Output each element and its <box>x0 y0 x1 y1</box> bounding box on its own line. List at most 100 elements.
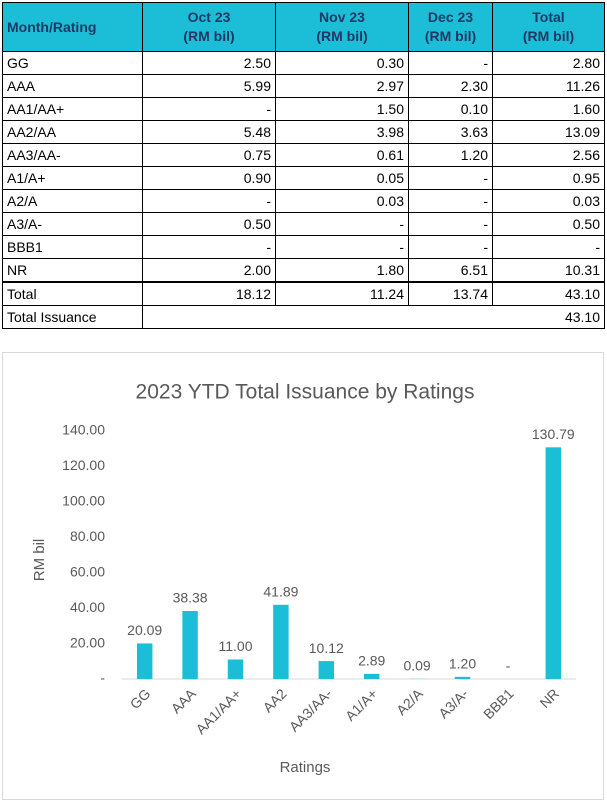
table-row: AA2/AA 5.48 3.98 3.63 13.09 <box>2 120 605 144</box>
value-label: 2.89 <box>358 653 385 669</box>
table-cell: 0.50 <box>142 212 276 236</box>
table-row: A3/A- 0.50- -0.50 <box>2 212 605 236</box>
value-label: 38.38 <box>173 590 208 606</box>
y-tick-label: 100.00 <box>62 493 105 509</box>
bar <box>363 673 380 679</box>
table-cell: - <box>275 235 409 259</box>
header-text: Dec 23 <box>427 9 474 25</box>
bar <box>318 661 335 679</box>
table-cell: 11.26 <box>492 74 605 98</box>
table-row: GG 2.50 0.30-2.80 <box>2 51 605 75</box>
value-label: 0.09 <box>403 658 430 674</box>
value-label: 130.79 <box>532 426 575 442</box>
issuance-table: Month/Rating Oct 23 (RM bil) Nov 23 (RM bil)… <box>2 2 605 329</box>
value-label: 10.12 <box>309 640 344 656</box>
table-cell: 0.30 <box>275 51 409 75</box>
x-tick-label: AAA <box>168 685 200 717</box>
table-cell: 3.98 <box>275 120 409 144</box>
x-tick-label: GG <box>127 685 154 712</box>
table-cell: 0.05 <box>275 166 409 190</box>
table-cell: 2.00 <box>142 258 276 283</box>
bar <box>454 676 471 679</box>
bar <box>227 659 244 679</box>
header-text: (RM bil) <box>183 28 235 44</box>
table-cell: 0.50 <box>492 212 605 236</box>
x-tick-label: AA3/AA- <box>286 685 336 735</box>
header-text: (RM bil) <box>424 28 477 44</box>
table-row: Total Issuance 43.10 <box>2 305 605 329</box>
bar <box>545 447 562 679</box>
table-row: A2/A -0.03-0.03 <box>2 189 605 213</box>
table-cell: 1.80 <box>275 258 409 283</box>
header-cell: Nov 23 (RM bil) <box>275 2 409 52</box>
x-tick-label: A1/A+ <box>342 685 381 724</box>
y-tick-label: 140.00 <box>62 422 105 438</box>
chart-panel <box>2 352 604 800</box>
table-cell: 18.12 <box>142 281 276 306</box>
table-cell: 5.99 <box>142 74 276 98</box>
table-cell: Total Issuance <box>2 305 143 329</box>
table-cell: 43.10 <box>142 305 605 329</box>
y-tick-label: 40.00 <box>70 599 105 615</box>
table-cell: 13.09 <box>492 120 605 144</box>
table-cell: 2.97 <box>275 74 409 98</box>
x-axis-label: Ratings <box>280 759 331 776</box>
table-cell: AAA <box>2 74 143 98</box>
y-tick-label: - <box>100 670 105 686</box>
value-label: 20.09 <box>127 622 162 638</box>
table-cell: GG <box>2 51 143 75</box>
table-cell: 0.10 <box>408 97 493 121</box>
x-tick-label: AA1/AA+ <box>192 685 244 737</box>
table-cell: 0.95 <box>492 166 605 190</box>
y-tick-label: 120.00 <box>62 457 105 473</box>
header-row: Month/Rating Oct 23 (RM bil) Nov 23 (RM bil)… <box>2 2 605 52</box>
y-axis-label: RM bil <box>31 539 48 582</box>
header-text: (RM bil) <box>316 28 368 44</box>
table-row: AA1/AA+ -1.50 0.10 1.60 <box>2 97 605 121</box>
table-cell: 2.80 <box>492 51 605 75</box>
table-cell: 3.63 <box>408 120 493 144</box>
table-row: Total 18.12 11.24 13.74 43.10 <box>2 281 605 306</box>
header-text: Total <box>532 9 565 25</box>
header-text: Oct 23 <box>187 9 231 25</box>
table-cell: - <box>142 189 276 213</box>
header-text: Nov 23 <box>319 9 365 25</box>
table-cell: 1.50 <box>275 97 409 121</box>
table-cell: BBB1 <box>2 235 143 259</box>
header-cell: Dec 23 (RM bil) <box>408 2 493 52</box>
table-cell: AA3/AA- <box>2 143 143 167</box>
header-text: (RM bil) <box>522 28 575 44</box>
chart-title: 2023 YTD Total Issuance by Ratings <box>136 381 475 404</box>
x-tick-label: AA2 <box>260 685 290 715</box>
table-cell: 2.50 <box>142 51 276 75</box>
table-cell: NR <box>2 258 143 283</box>
table-cell: - <box>408 189 493 213</box>
y-tick-label: 60.00 <box>70 563 105 579</box>
value-label: - <box>506 658 511 674</box>
x-tick-label: NR <box>536 685 562 711</box>
table-row: BBB1- - - - <box>2 235 605 259</box>
x-tick-label: BBB1 <box>480 685 517 722</box>
table-cell: 0.61 <box>275 143 409 167</box>
x-tick-label: A3/A- <box>435 685 471 721</box>
y-tick-label: 20.00 <box>70 634 105 650</box>
bar <box>273 604 289 679</box>
y-tick-label: 80.00 <box>70 528 105 544</box>
x-tick-label: A2/A <box>393 685 426 718</box>
table-cell: - <box>275 212 409 236</box>
table-cell: AA2/AA <box>2 120 143 144</box>
table-cell: AA1/AA+ <box>2 97 143 121</box>
bar <box>182 611 198 679</box>
table-cell: - <box>492 235 605 259</box>
value-label: 11.00 <box>219 638 253 654</box>
header-cell: Month/Rating <box>2 2 143 52</box>
table-cell: - <box>408 235 493 259</box>
value-label: 41.89 <box>263 583 298 599</box>
header-text: Month/Rating <box>7 18 97 35</box>
table-row: NR 2.00 1.80 6.51 10.31 <box>2 258 605 283</box>
value-label: 1.20 <box>449 656 476 672</box>
table-row: AA3/AA- 0.75 0.61 1.20 2.56 <box>2 143 605 167</box>
bar <box>136 643 153 679</box>
